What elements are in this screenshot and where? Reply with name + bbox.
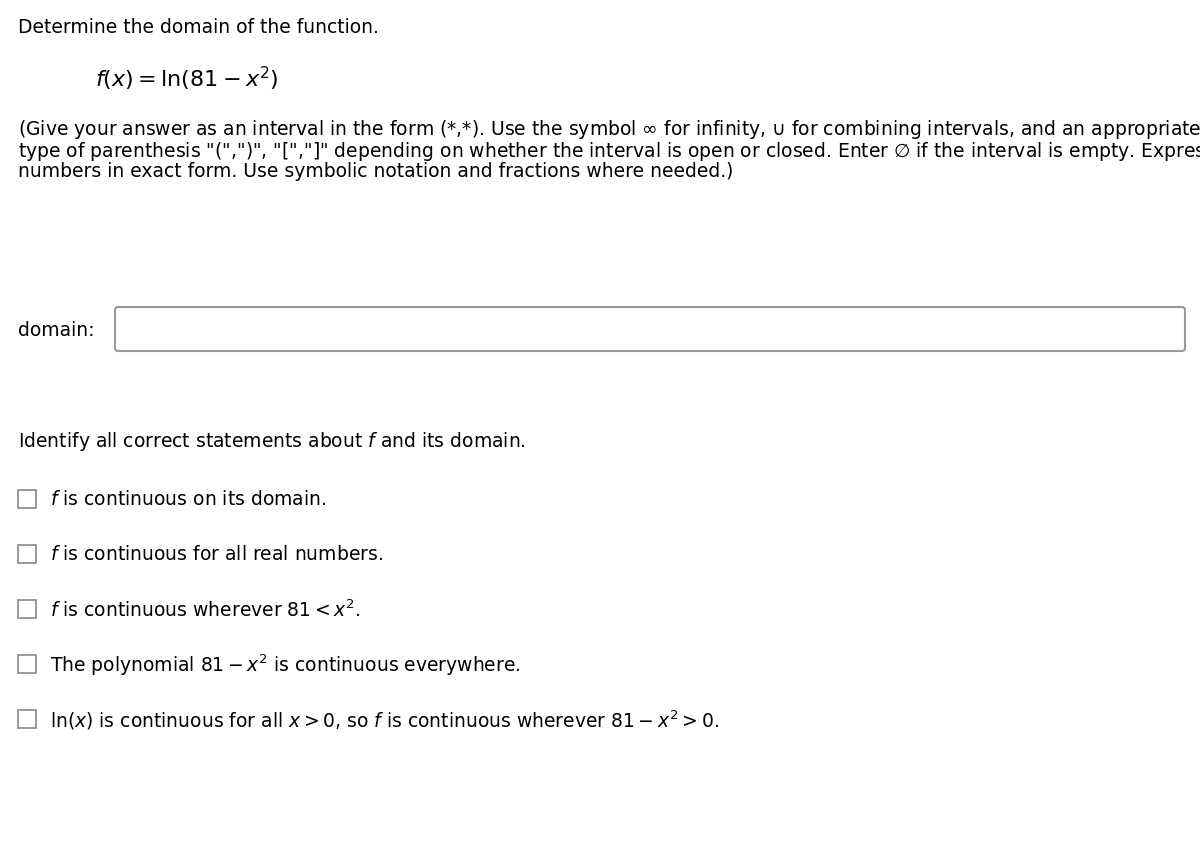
Text: $f$ is continuous wherever $81 < x^2$.: $f$ is continuous wherever $81 < x^2$. bbox=[50, 599, 360, 620]
Text: The polynomial $81 - x^2$ is continuous everywhere.: The polynomial $81 - x^2$ is continuous … bbox=[50, 652, 521, 677]
Text: type of parenthesis "(",")", "[","]" depending on whether the interval is open o: type of parenthesis "(",")", "[","]" dep… bbox=[18, 140, 1200, 163]
Text: numbers in exact form. Use symbolic notation and fractions where needed.): numbers in exact form. Use symbolic nota… bbox=[18, 162, 733, 181]
Text: Identify all correct statements about $f$ and its domain.: Identify all correct statements about $f… bbox=[18, 430, 526, 452]
FancyBboxPatch shape bbox=[18, 545, 36, 563]
FancyBboxPatch shape bbox=[18, 711, 36, 728]
FancyBboxPatch shape bbox=[115, 308, 1186, 351]
FancyBboxPatch shape bbox=[18, 655, 36, 673]
Text: Determine the domain of the function.: Determine the domain of the function. bbox=[18, 18, 379, 37]
Text: (Give your answer as an interval in the form (*,*). Use the symbol $\infty$ for : (Give your answer as an interval in the … bbox=[18, 118, 1200, 141]
FancyBboxPatch shape bbox=[18, 601, 36, 618]
FancyBboxPatch shape bbox=[18, 490, 36, 508]
Text: $\ln(x)$ is continuous for all $x > 0$, so $f$ is continuous wherever $81 - x^2 : $\ln(x)$ is continuous for all $x > 0$, … bbox=[50, 707, 719, 731]
Text: $f(x) = \ln\!\left(81 - x^2\right)$: $f(x) = \ln\!\left(81 - x^2\right)$ bbox=[95, 65, 278, 93]
Text: domain:: domain: bbox=[18, 320, 95, 339]
Text: $f$ is continuous for all real numbers.: $f$ is continuous for all real numbers. bbox=[50, 545, 383, 564]
Text: $f$ is continuous on its domain.: $f$ is continuous on its domain. bbox=[50, 490, 326, 509]
